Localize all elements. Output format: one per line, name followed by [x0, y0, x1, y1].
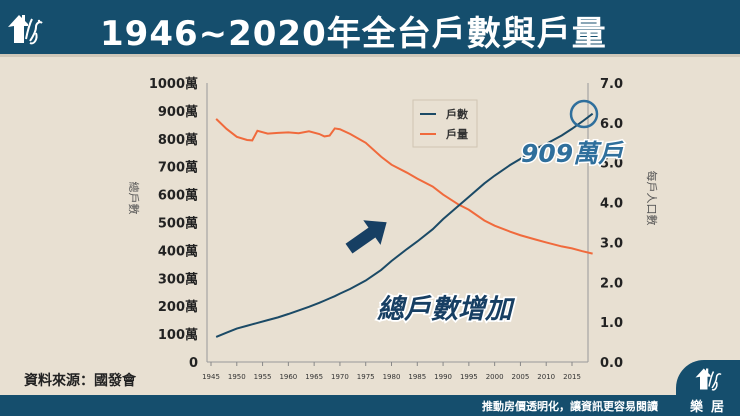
y2-tick-label: 5.0	[600, 157, 623, 172]
y-tick-label: 400萬	[158, 243, 198, 259]
y-tick-label: 300萬	[158, 271, 198, 287]
y-tick-label: 500萬	[158, 216, 198, 232]
x-tick-label: 2010	[537, 373, 555, 381]
legend: 戶數 戶量	[412, 99, 478, 148]
right-axis-ticks: 0.0 1.0 2.0 3.0 4.0 5.0 6.0 7.0	[600, 77, 623, 371]
x-axis-ticks: 1945 1950 1955 1960 1965 1970 1975 1980 1985 1990…	[202, 362, 581, 381]
legend-household-size: 戶量	[446, 127, 468, 141]
left-axis-ticks: 0 100萬 200萬 300萬 400萬 500萬 600萬 700萬 800萬 900萬 100…	[149, 76, 198, 371]
highlight-circle	[569, 99, 599, 129]
header-bar: 1946~2020年全台戶數與戶量	[0, 0, 740, 57]
y-tick-label: 0	[189, 356, 198, 371]
y-tick-label: 800萬	[158, 132, 198, 148]
y2-tick-label: 3.0	[600, 236, 623, 251]
data-source: 資料來源：國發會	[24, 373, 136, 389]
y-tick-label: 700萬	[158, 160, 198, 176]
right-axis-label: 每戶人口數	[645, 171, 659, 226]
x-tick-label: 1965	[305, 373, 323, 381]
y2-tick-label: 0.0	[600, 356, 623, 371]
y-tick-label: 900萬	[158, 104, 198, 120]
footer-slogan: 推動房價透明化，讓資訊更容易閱讀	[482, 400, 658, 413]
x-tick-label: 1985	[408, 373, 426, 381]
household-size-line	[215, 118, 593, 255]
trend-arrow-icon	[345, 220, 387, 254]
x-tick-label: 2000	[486, 373, 504, 381]
y2-tick-label: 6.0	[600, 117, 623, 132]
page-title: 1946~2020年全台戶數與戶量	[100, 14, 607, 54]
y-tick-label: 200萬	[158, 299, 198, 315]
households-line	[215, 112, 594, 338]
y2-tick-label: 1.0	[600, 316, 623, 331]
x-tick-label: 1975	[357, 373, 375, 381]
house-bird-logo-icon	[8, 15, 43, 45]
y-tick-label: 1000萬	[149, 76, 198, 92]
x-tick-label: 1960	[279, 373, 297, 381]
y-tick-label: 100萬	[158, 327, 198, 343]
x-tick-label: 2005	[512, 373, 530, 381]
legend-households: 戶數	[446, 107, 468, 121]
x-tick-label: 1945	[202, 373, 220, 381]
callout-909: 909萬戶	[521, 139, 624, 168]
x-tick-label: 1990	[434, 373, 452, 381]
households-chart: 1945 1950 1955 1960 1965 1970 1975 1980 1985 1990…	[127, 76, 659, 381]
caption-households-increase: 總戶數增加	[377, 294, 516, 325]
y2-tick-label: 2.0	[600, 276, 623, 291]
left-axis-label: 總戶數	[127, 182, 141, 215]
x-tick-label: 1950	[228, 373, 246, 381]
y2-tick-label: 4.0	[600, 197, 623, 212]
x-tick-label: 1980	[383, 373, 401, 381]
y-tick-label: 600萬	[158, 188, 198, 204]
x-tick-label: 1970	[331, 373, 349, 381]
x-tick-label: 2015	[563, 373, 581, 381]
x-tick-label: 1995	[460, 373, 478, 381]
x-tick-label: 1955	[254, 373, 272, 381]
brand-badge: 樂居	[676, 360, 740, 416]
brand-name: 樂居	[690, 400, 733, 415]
footer-bar: 推動房價透明化，讓資訊更容易閱讀	[0, 395, 740, 416]
y2-tick-label: 7.0	[600, 77, 623, 92]
house-bird-logo-icon	[695, 368, 722, 391]
